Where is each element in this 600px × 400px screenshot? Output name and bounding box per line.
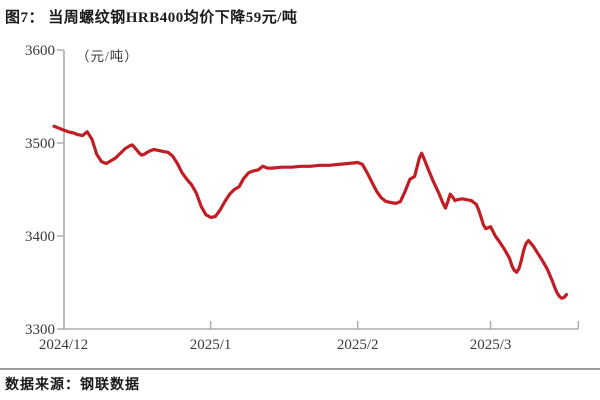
y-tick-label: 3600 [25,43,55,59]
y-tick-label: 3300 [25,322,55,338]
chart-title: 图7： 当周螺纹钢HRB400均价下降59元/吨 [5,10,298,26]
y-axis-unit-label: （元/吨） [76,49,139,64]
x-tick-label: 2025/1 [190,337,232,353]
footer-divider [0,368,600,370]
x-tick-label: 2025/2 [337,337,379,353]
price-series-line [52,124,569,300]
axis-lines [63,50,579,330]
y-tick-label: 3400 [25,229,55,245]
x-tick-label: 2024/12 [39,337,88,353]
y-tick-label: 3500 [25,136,55,152]
data-source-note: 数据来源：钢联数据 [5,378,140,393]
x-tick-label: 2025/3 [470,337,512,353]
